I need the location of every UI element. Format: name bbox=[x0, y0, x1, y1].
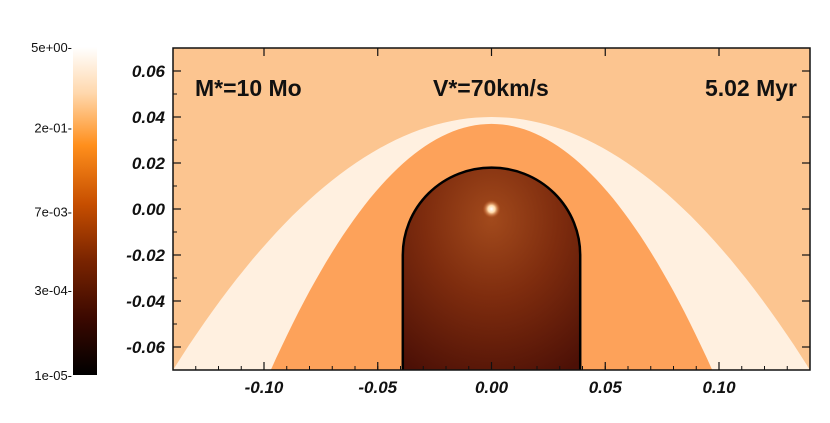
y-tick-label: 0.00 bbox=[132, 200, 166, 219]
x-axis-ticks: -0.10 -0.05 0.00 0.05 0.10 bbox=[172, 48, 811, 397]
x-tick-label: 0.05 bbox=[589, 378, 623, 397]
x-tick-label: -0.05 bbox=[358, 378, 397, 397]
y-tick-label: -0.06 bbox=[126, 338, 165, 357]
y-tick-label: 0.04 bbox=[132, 108, 166, 127]
bubble-interior bbox=[402, 167, 581, 370]
colorbar-tick-label: 5e+00- bbox=[31, 40, 72, 55]
colorbar-tick-label: 3e-04- bbox=[34, 283, 72, 298]
y-axis-ticks: 0.06 0.04 0.02 0.00 -0.02 -0.04 -0.06 bbox=[126, 47, 810, 371]
y-tick-label: -0.04 bbox=[126, 292, 165, 311]
colorbar-gradient bbox=[73, 47, 97, 375]
y-tick-label: -0.02 bbox=[126, 246, 165, 265]
annotation-time: 5.02 Myr bbox=[705, 75, 797, 101]
bubble-contour bbox=[401, 166, 582, 370]
y-tick-label: 0.02 bbox=[132, 154, 166, 173]
x-tick-label: 0.00 bbox=[475, 378, 509, 397]
colorbar-tick-label: 7e-03- bbox=[34, 204, 72, 219]
colorbar: 5e+00- 2e-01- 7e-03- 3e-04- 1e-05- bbox=[31, 40, 97, 383]
colorbar-ticks: 5e+00- 2e-01- 7e-03- 3e-04- 1e-05- bbox=[31, 40, 72, 383]
colorbar-tick-label: 1e-05- bbox=[34, 368, 72, 383]
annotation-mass: M*=10 Mo bbox=[195, 75, 302, 101]
annotation-velocity: V*=70km/s bbox=[433, 75, 549, 101]
colorbar-tick-label: 2e-01- bbox=[34, 120, 72, 135]
y-tick-label: 0.06 bbox=[132, 62, 166, 81]
x-tick-label: -0.10 bbox=[245, 378, 284, 397]
star-marker bbox=[482, 200, 501, 218]
x-tick-label: 0.10 bbox=[702, 378, 736, 397]
plot-area: -0.10 -0.05 0.00 0.05 0.10 0.060.040.020.00-… bbox=[126, 47, 811, 397]
